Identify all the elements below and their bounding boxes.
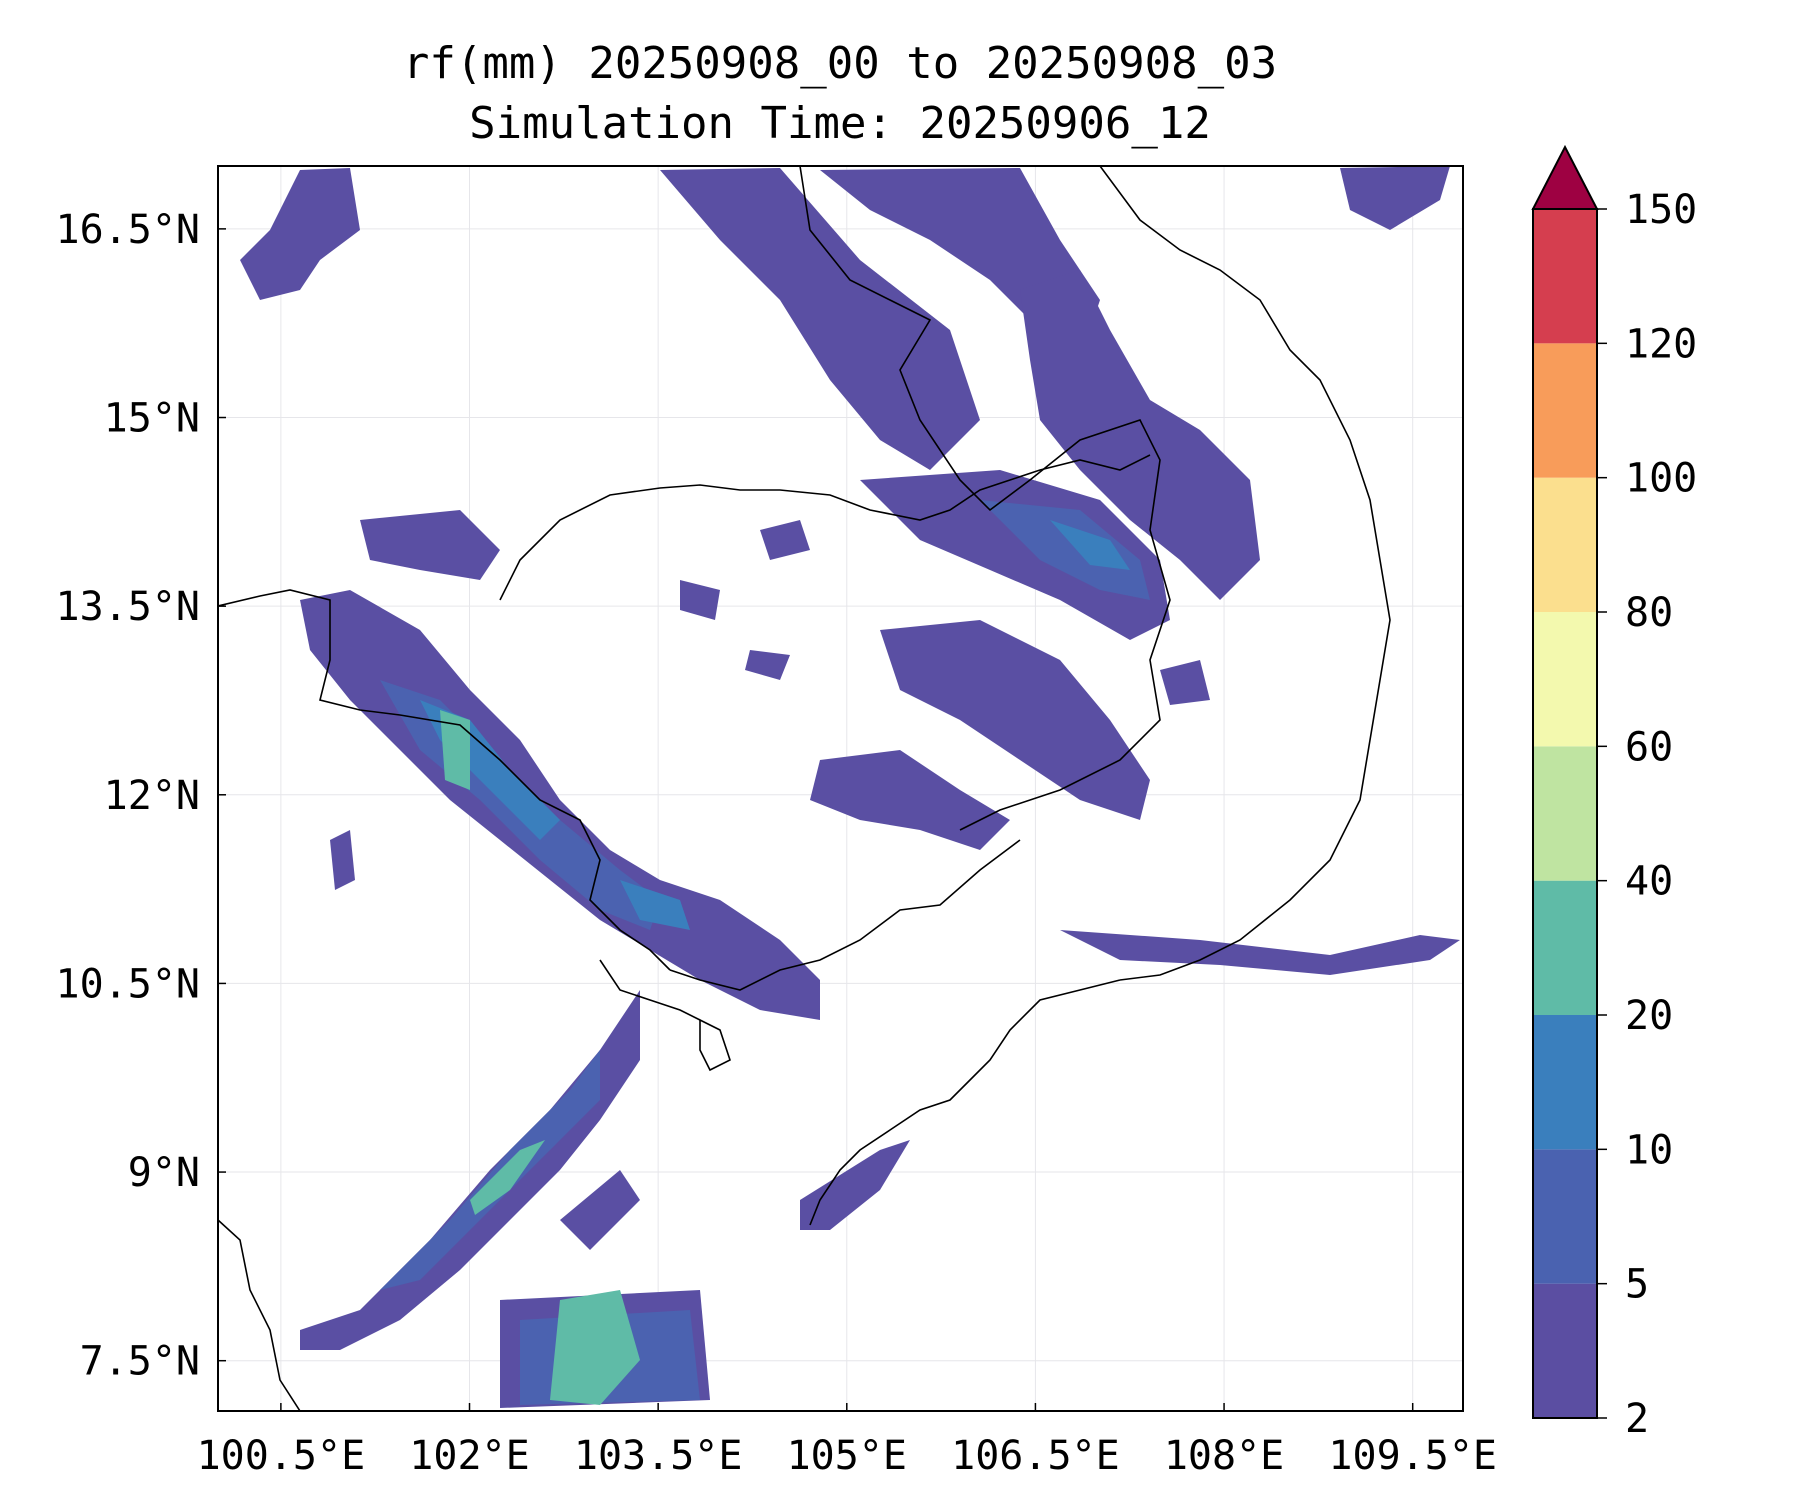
rain-patch-1 [680,580,720,620]
lon-tick-label: 103.5°E [574,1433,743,1479]
cambodia-south-border [669,839,1021,991]
lon-tick-label: 105°E [787,1433,907,1479]
colorbar-label: 60 [1625,724,1673,770]
rain-band-east-middle [860,470,1170,640]
rain-band-gulf [560,1170,640,1250]
colorbar-label: 5 [1625,1262,1649,1308]
lon-tick-label: 108°E [1164,1433,1284,1479]
colorbar-extend-arrow [1531,144,1599,210]
lat-tick-label: 16.5°N [56,207,201,253]
title-line-2: Simulation Time: 20250906_12 [469,98,1211,149]
rain-patch-5 [760,520,810,560]
rain-band-west-north [360,510,500,580]
map-panel: 100.5°E 102°E 103.5°E 105°E 106.5°E 108°E 109.… [56,165,1497,1479]
colorbar-segment [1533,1283,1597,1418]
cambodia-gulf-coast [599,959,701,1021]
rain-core-20-south [550,1290,640,1405]
lon-tick-label: 100.5°E [197,1433,366,1479]
colorbar-segments [1533,209,1597,1418]
rain-band-cambodia-east [880,620,1150,820]
colorbar-segment [1533,746,1597,881]
lat-tick-label: 10.5°N [56,961,201,1007]
lat-tick-label: 9°N [128,1150,200,1196]
colorbar-label: 10 [1625,1127,1673,1173]
rain-patch-3 [1160,660,1210,705]
rain-band-north-center [660,168,980,470]
colorbar: 2 5 10 20 40 60 80 100 120 150 [1531,144,1697,1442]
colorbar-label: 80 [1625,590,1673,636]
colorbar-segment [1533,477,1597,612]
lon-tick-label: 109.5°E [1328,1433,1497,1479]
laos-vietnam-border [799,166,1171,831]
rain-band-central-east [1020,270,1260,600]
lat-tick-label: 7.5°N [80,1339,200,1385]
rain-band-northwest [240,168,360,300]
colorbar-label: 40 [1625,859,1673,905]
rain-core-20-west [440,710,470,790]
colorbar-segment [1533,209,1597,344]
rain-patch-2 [745,650,790,680]
lon-tick-label: 106.5°E [951,1433,1120,1479]
colorbar-label: 150 [1625,187,1697,233]
colorbar-segment [1533,612,1597,747]
lat-tick-label: 13.5°N [56,584,201,630]
lon-tick-label: 102°E [409,1433,529,1479]
rain-band-cambodia-south [810,750,1010,850]
thailand-west-coast [218,1219,301,1411]
rain-band-southeast-offshore [1060,930,1460,975]
colorbar-label: 2 [1625,1396,1649,1442]
rain-core-10-east [1050,520,1130,570]
rain-core-20-streak [470,1140,545,1215]
colorbar-segment [1533,1149,1597,1284]
latitude-ticks: 16.5°N 15°N 13.5°N 12°N 10.5°N 9°N 7.5°N [56,207,226,1385]
colorbar-frame [1532,208,1598,1419]
colorbar-segment [1533,1015,1597,1150]
colorbar-label: 20 [1625,993,1673,1039]
title-line-1: rf(mm) 20250908_00 to 20250908_03 [403,38,1277,89]
rain-band-south-cape [800,1140,910,1230]
coastlines-and-borders [218,166,1391,1411]
rain-level-20-40 [440,710,640,1405]
rain-core-east [980,500,1150,600]
colorbar-label: 100 [1625,456,1697,502]
map-frame [217,165,1464,1412]
colorbar-labels: 2 5 10 20 40 60 80 100 120 150 [1597,187,1697,1442]
lat-tick-label: 15°N [104,396,200,442]
colorbar-segment [1533,343,1597,478]
rain-band-northeast-corner [1340,166,1450,230]
rain-core-10-coast [620,880,690,930]
thailand-cambodia-border [218,589,671,971]
cambodia-north-border [499,454,1151,601]
rain-patch-4 [330,830,355,890]
rainfall-field [240,166,1460,1408]
mekong-delta-coast [809,979,1121,1226]
phu-quoc-island [699,1018,731,1072]
colorbar-label: 120 [1625,321,1697,367]
longitude-ticks: 100.5°E 102°E 103.5°E 105°E 106.5°E 108°E 109.… [197,1403,1497,1479]
colorbar-segment [1533,880,1597,1015]
lat-tick-label: 12°N [104,773,200,819]
vietnam-coastline [1099,166,1391,981]
